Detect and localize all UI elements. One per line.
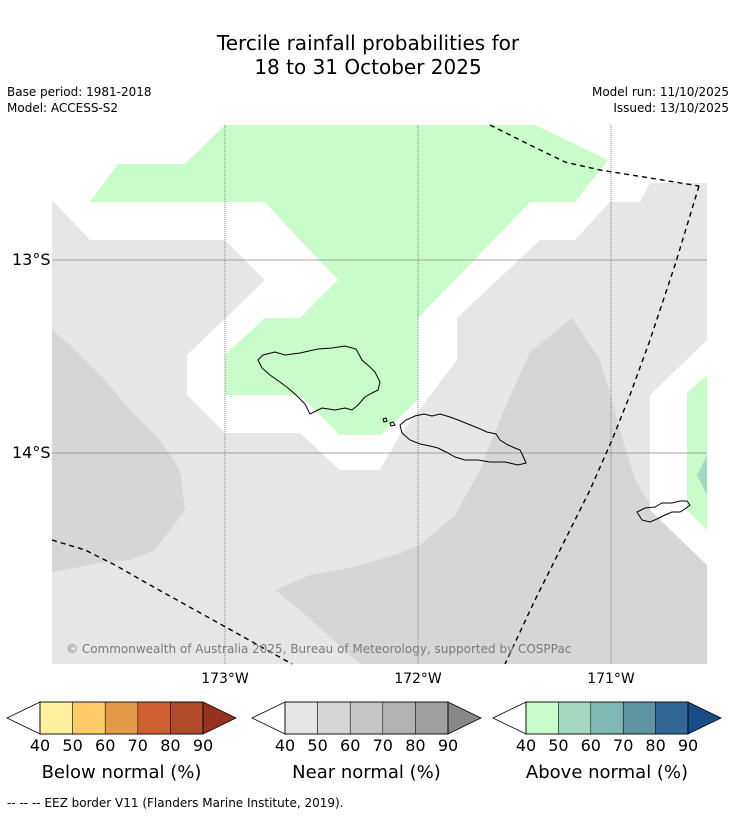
issued-date: Issued: 13/10/2025 <box>613 101 729 115</box>
colorbar-above-segment <box>622 701 656 735</box>
colorbar-above-over-arrow <box>687 701 722 735</box>
apolima-island <box>389 421 396 427</box>
colorbar-below-segment <box>137 701 171 735</box>
copyright-notice: © Commonwealth of Australia 2025, Bureau… <box>66 642 571 656</box>
colorbar-below-tick-label: 50 <box>62 736 82 755</box>
colorbars: 40 50 60 70 80 90 Below normal (%) 40 50 60 70 80 90… <box>6 701 722 783</box>
colorbar-above-segment <box>558 701 592 735</box>
colorbar-below-tick-label: 80 <box>160 736 180 755</box>
colorbar-near-title: Near normal (%) <box>292 762 441 783</box>
colorbar-near-tick-label: 50 <box>307 736 327 755</box>
colorbar-near-tick-label: 60 <box>340 736 360 755</box>
eez-legend-note: -- -- -- EEZ border V11 (Flanders Marine… <box>7 796 344 810</box>
colorbar-near-segment <box>349 701 384 735</box>
colorbar-below-tick-label: 60 <box>95 736 115 755</box>
colorbar-above-segment <box>525 701 559 735</box>
eez-border <box>51 124 700 665</box>
above-normal-40-region-north <box>90 125 608 435</box>
colorbar-below: 40 50 60 70 80 90 Below normal (%) <box>6 701 237 783</box>
colorbar-below-segment <box>72 701 106 735</box>
map-title-line2: 18 to 31 October 2025 <box>254 55 482 79</box>
colorbar-near: 40 50 60 70 80 90 Near normal (%) <box>251 701 482 783</box>
colorbar-above: 40 50 60 70 80 90 Above normal (%) <box>492 701 722 783</box>
colorbar-below-tick-label: 70 <box>128 736 148 755</box>
above-normal-40-region-east <box>687 375 707 530</box>
colorbar-above-tick-label: 90 <box>678 736 698 755</box>
lon-label-173w: 173°W <box>201 671 249 687</box>
map-area <box>52 125 707 664</box>
colorbar-near-segment <box>284 701 318 735</box>
upolu-island <box>399 413 527 466</box>
tutuila-island <box>636 500 691 523</box>
colorbar-above-tick-label: 60 <box>581 736 601 755</box>
colorbar-near-tick-label: 70 <box>373 736 393 755</box>
lon-label-171w: 171°W <box>587 671 635 687</box>
colorbar-near-tick-label: 40 <box>275 736 295 755</box>
colorbar-below-outline <box>39 701 204 735</box>
colorbar-above-tick-label: 50 <box>548 736 568 755</box>
savaii-island <box>257 345 381 415</box>
colorbar-below-under-arrow <box>6 701 41 735</box>
colorbar-near-segment <box>415 701 449 735</box>
colorbar-above-title: Above normal (%) <box>526 762 688 783</box>
map-title-line1: Tercile rainfall probabilities for <box>216 31 520 55</box>
colorbar-near-tick-label: 90 <box>438 736 458 755</box>
colorbar-near-under-arrow <box>251 701 286 735</box>
near-normal-50-region-west <box>52 330 185 572</box>
colorbar-above-outline <box>525 701 689 735</box>
model-name: Model: ACCESS-S2 <box>7 101 119 115</box>
colorbar-below-title: Below normal (%) <box>42 762 202 783</box>
above-normal-50-region-east <box>697 455 707 495</box>
colorbar-above-tick-label: 80 <box>645 736 665 755</box>
colorbar-near-segment <box>382 701 416 735</box>
model-run: Model run: 11/10/2025 <box>591 85 729 99</box>
lat-label-14s: 14°S <box>12 443 51 462</box>
colorbar-near-outline <box>284 701 449 735</box>
base-period: Base period: 1981-2018 <box>7 85 152 99</box>
colorbar-below-segment <box>104 701 139 735</box>
colorbar-near-tick-label: 80 <box>405 736 425 755</box>
colorbar-below-segment <box>39 701 73 735</box>
lon-label-172w: 172°W <box>394 671 442 687</box>
manono-island <box>382 417 388 423</box>
colorbar-near-segment <box>317 701 351 735</box>
colorbar-above-tick-label: 40 <box>516 736 536 755</box>
gridlines <box>52 125 707 664</box>
colorbar-above-tick-label: 70 <box>613 736 633 755</box>
colorbar-above-segment <box>655 701 689 735</box>
near-normal-50-region-south <box>275 318 707 664</box>
colorbar-below-over-arrow <box>202 701 237 735</box>
islands <box>257 345 691 523</box>
colorbar-above-under-arrow <box>492 701 527 735</box>
colorbar-above-segment <box>590 701 624 735</box>
colorbar-near-over-arrow <box>447 701 482 735</box>
colorbar-below-segment <box>170 701 204 735</box>
lat-label-13s: 13°S <box>12 250 51 269</box>
colorbar-below-tick-label: 90 <box>193 736 213 755</box>
colorbar-below-tick-label: 40 <box>30 736 50 755</box>
